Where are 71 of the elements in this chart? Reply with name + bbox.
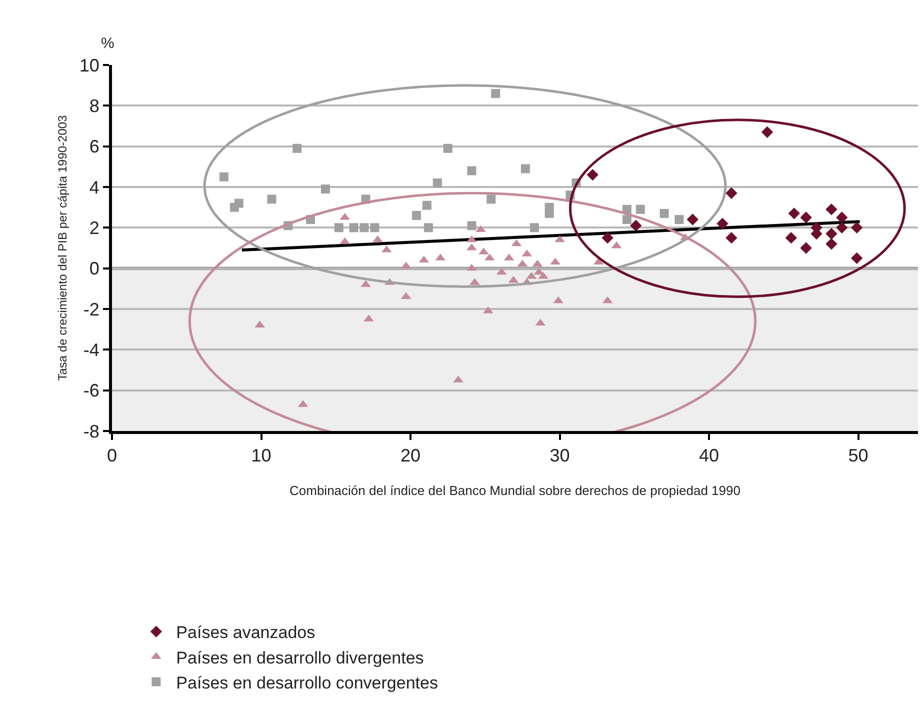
legend-label: Países avanzados — [176, 623, 316, 642]
point — [520, 164, 530, 174]
point — [412, 210, 421, 220]
x-tick-label: 50 — [848, 446, 868, 466]
point — [836, 222, 848, 234]
y-tick-label: -4 — [83, 340, 100, 360]
y-axis-title: Tasa de crecimiento del PIB per cápita 1990-2003 — [56, 114, 70, 381]
point — [254, 320, 265, 328]
point — [636, 204, 645, 214]
point — [850, 222, 863, 234]
y-tick-label: 8 — [89, 96, 100, 116]
point — [219, 172, 228, 182]
point — [467, 166, 476, 176]
point — [360, 223, 369, 232]
point — [761, 126, 774, 138]
point — [726, 187, 738, 199]
point — [234, 198, 244, 208]
x-tick-label: 0 — [106, 446, 118, 466]
x-tick-label: 20 — [400, 446, 421, 466]
point — [530, 223, 539, 232]
legend-label: Países en desarrollo divergentes — [176, 648, 424, 668]
point — [292, 144, 302, 153]
point — [785, 232, 797, 244]
point — [334, 223, 344, 232]
point — [424, 223, 433, 232]
point — [443, 144, 452, 153]
y-tick-label: 4 — [89, 177, 100, 198]
point — [466, 235, 477, 242]
x-tick-label: 10 — [251, 446, 272, 466]
point — [370, 223, 380, 232]
point — [622, 215, 632, 224]
y-tick-label: -6 — [83, 380, 100, 401]
point — [686, 214, 698, 226]
point — [320, 184, 330, 194]
point — [850, 252, 863, 264]
point — [660, 208, 669, 218]
point — [349, 223, 358, 232]
y-tick-label: 2 — [89, 218, 100, 238]
point — [586, 168, 598, 181]
y-tick-label: 6 — [89, 136, 100, 157]
text: % — [101, 35, 114, 52]
point — [826, 228, 838, 240]
legend-label: Países en desarrollo convergentes — [176, 673, 438, 692]
point — [826, 238, 838, 250]
x-tick-label: 40 — [699, 446, 720, 466]
y-tick-label: 10 — [79, 55, 100, 76]
point — [466, 264, 477, 271]
point — [467, 221, 476, 230]
point — [716, 218, 728, 230]
point — [267, 194, 276, 204]
point — [826, 204, 838, 216]
point — [544, 208, 554, 218]
point — [432, 178, 442, 188]
point — [788, 208, 800, 220]
point — [630, 220, 642, 232]
point — [602, 232, 614, 244]
point — [836, 212, 848, 224]
y-tick-label: 0 — [89, 258, 100, 279]
point — [726, 232, 738, 244]
point — [491, 88, 500, 98]
y-tick-label: -2 — [83, 299, 100, 320]
point — [800, 212, 812, 224]
point — [554, 235, 565, 242]
x-tick-label: 30 — [550, 446, 570, 466]
point — [800, 242, 812, 254]
point — [553, 296, 564, 304]
point — [674, 215, 684, 224]
point — [486, 194, 496, 204]
x-axis-title: Combinación del índice del Banco Mundial sobre derechos de propiedad 1990 — [290, 483, 740, 498]
y-tick-label: -8 — [83, 421, 100, 442]
point — [422, 200, 432, 210]
